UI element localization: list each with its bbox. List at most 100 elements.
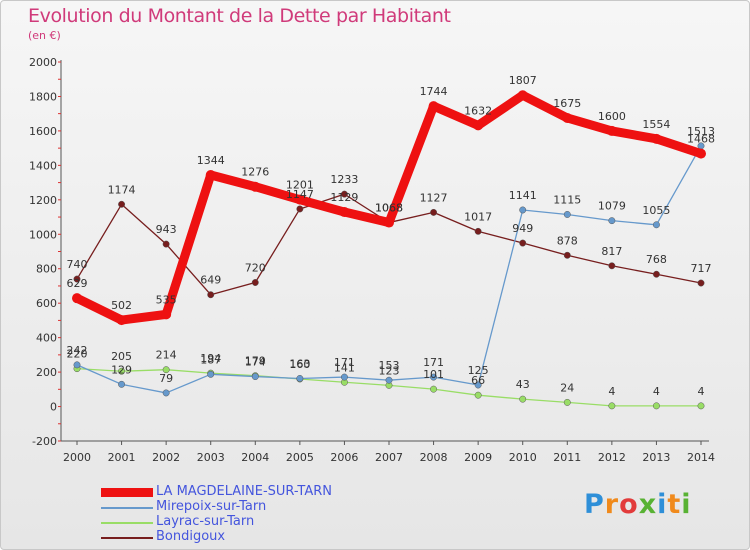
legend-swatch (101, 522, 153, 524)
data-point (430, 208, 438, 216)
data-point (652, 270, 660, 278)
data-label: 1068 (375, 202, 403, 215)
legend-swatch (101, 507, 153, 509)
data-point (652, 221, 660, 229)
data-label: 1807 (509, 74, 537, 87)
data-label: 24 (560, 381, 574, 394)
data-label: 535 (156, 293, 177, 306)
data-point (118, 200, 126, 208)
data-label: 4 (653, 385, 660, 398)
data-label: 817 (601, 245, 622, 258)
data-label: 1147 (286, 188, 314, 201)
data-point (608, 402, 616, 410)
x-tick-label: 2006 (330, 451, 358, 464)
data-label: 174 (245, 356, 266, 369)
y-tick-label: 200 (36, 366, 57, 379)
data-point (697, 279, 705, 287)
data-label: 1600 (598, 110, 626, 123)
data-label: 740 (67, 258, 88, 271)
data-label: 1201 (286, 179, 314, 192)
data-label: 123 (379, 364, 400, 377)
data-label: 1017 (464, 210, 492, 223)
data-point (384, 217, 394, 228)
x-tick-label: 2013 (642, 451, 670, 464)
data-label: 43 (516, 378, 530, 391)
data-point (72, 293, 82, 304)
data-point (207, 291, 215, 299)
data-point (205, 170, 216, 181)
data-label: 79 (159, 372, 173, 385)
data-label: 502 (111, 299, 132, 312)
data-point (118, 367, 126, 375)
data-point (563, 398, 571, 406)
y-tick-label: 800 (36, 263, 57, 276)
data-label: 1344 (197, 154, 225, 167)
data-label: 1068 (375, 202, 403, 215)
data-label: 4 (608, 385, 615, 398)
data-label: 768 (646, 253, 667, 266)
x-tick-label: 2010 (509, 451, 537, 464)
data-label: 179 (245, 355, 266, 368)
y-tick-label: -200 (32, 435, 57, 448)
logo-letter: r (604, 489, 620, 520)
data-label: 878 (557, 234, 578, 247)
data-label: 1141 (509, 189, 537, 202)
data-label: 214 (156, 349, 177, 362)
data-point (696, 148, 706, 159)
data-point (340, 373, 348, 381)
data-point (118, 380, 126, 388)
data-point (608, 217, 616, 225)
data-point (116, 315, 127, 326)
data-point (250, 181, 261, 192)
y-tick-label: 600 (36, 297, 57, 310)
y-tick-label: 1800 (29, 90, 57, 103)
y-tick-label: 1200 (29, 194, 57, 207)
logo-letter: o (619, 489, 639, 520)
data-point (162, 240, 170, 248)
x-tick-label: 2008 (420, 451, 448, 464)
x-tick-label: 2005 (286, 451, 314, 464)
y-tick-label: 1000 (29, 228, 57, 241)
data-label: 1055 (642, 204, 670, 217)
data-point (340, 190, 348, 198)
data-label: 1632 (464, 104, 492, 117)
data-point (606, 125, 617, 136)
data-point (296, 205, 304, 213)
chart-subtitle: (en €) (28, 29, 61, 42)
data-point (251, 373, 259, 381)
x-tick-label: 2009 (464, 451, 492, 464)
data-label: 649 (200, 274, 221, 287)
legend-label: LA MAGDELAINE-SUR-TARN (156, 484, 332, 499)
data-label: 949 (512, 222, 533, 235)
x-tick-label: 2007 (375, 451, 403, 464)
data-label: 1233 (330, 173, 358, 186)
data-point (697, 402, 705, 410)
data-label: 717 (691, 262, 712, 275)
legend-label: Layrac-sur-Tarn (156, 514, 255, 529)
chart-axes: -200 0 200 400 600 800 1000 1200 1400 1600 1800 200… (29, 56, 715, 464)
data-label: 129 (111, 363, 132, 376)
chart-series (72, 90, 706, 410)
y-tick-label: 1400 (29, 159, 57, 172)
chart-title: Evolution du Montant de la Dette par Hab… (28, 5, 451, 27)
data-label: 194 (200, 352, 221, 365)
data-label: 943 (156, 223, 177, 236)
data-point (385, 376, 393, 384)
data-point (563, 211, 571, 218)
y-tick-label: 400 (36, 332, 57, 345)
logo-letter: i (657, 489, 668, 520)
data-point (474, 381, 482, 389)
logo-letter: P (584, 489, 605, 520)
data-label: 163 (289, 357, 310, 370)
data-label: 171 (423, 356, 444, 369)
logo-letter: t (667, 489, 682, 520)
data-point (430, 385, 438, 393)
data-label: 160 (289, 358, 310, 371)
x-tick-label: 2011 (553, 451, 581, 464)
data-point (563, 251, 571, 259)
data-label: 720 (245, 262, 266, 275)
data-label: 1127 (420, 191, 448, 204)
x-tick-label: 2003 (197, 451, 225, 464)
